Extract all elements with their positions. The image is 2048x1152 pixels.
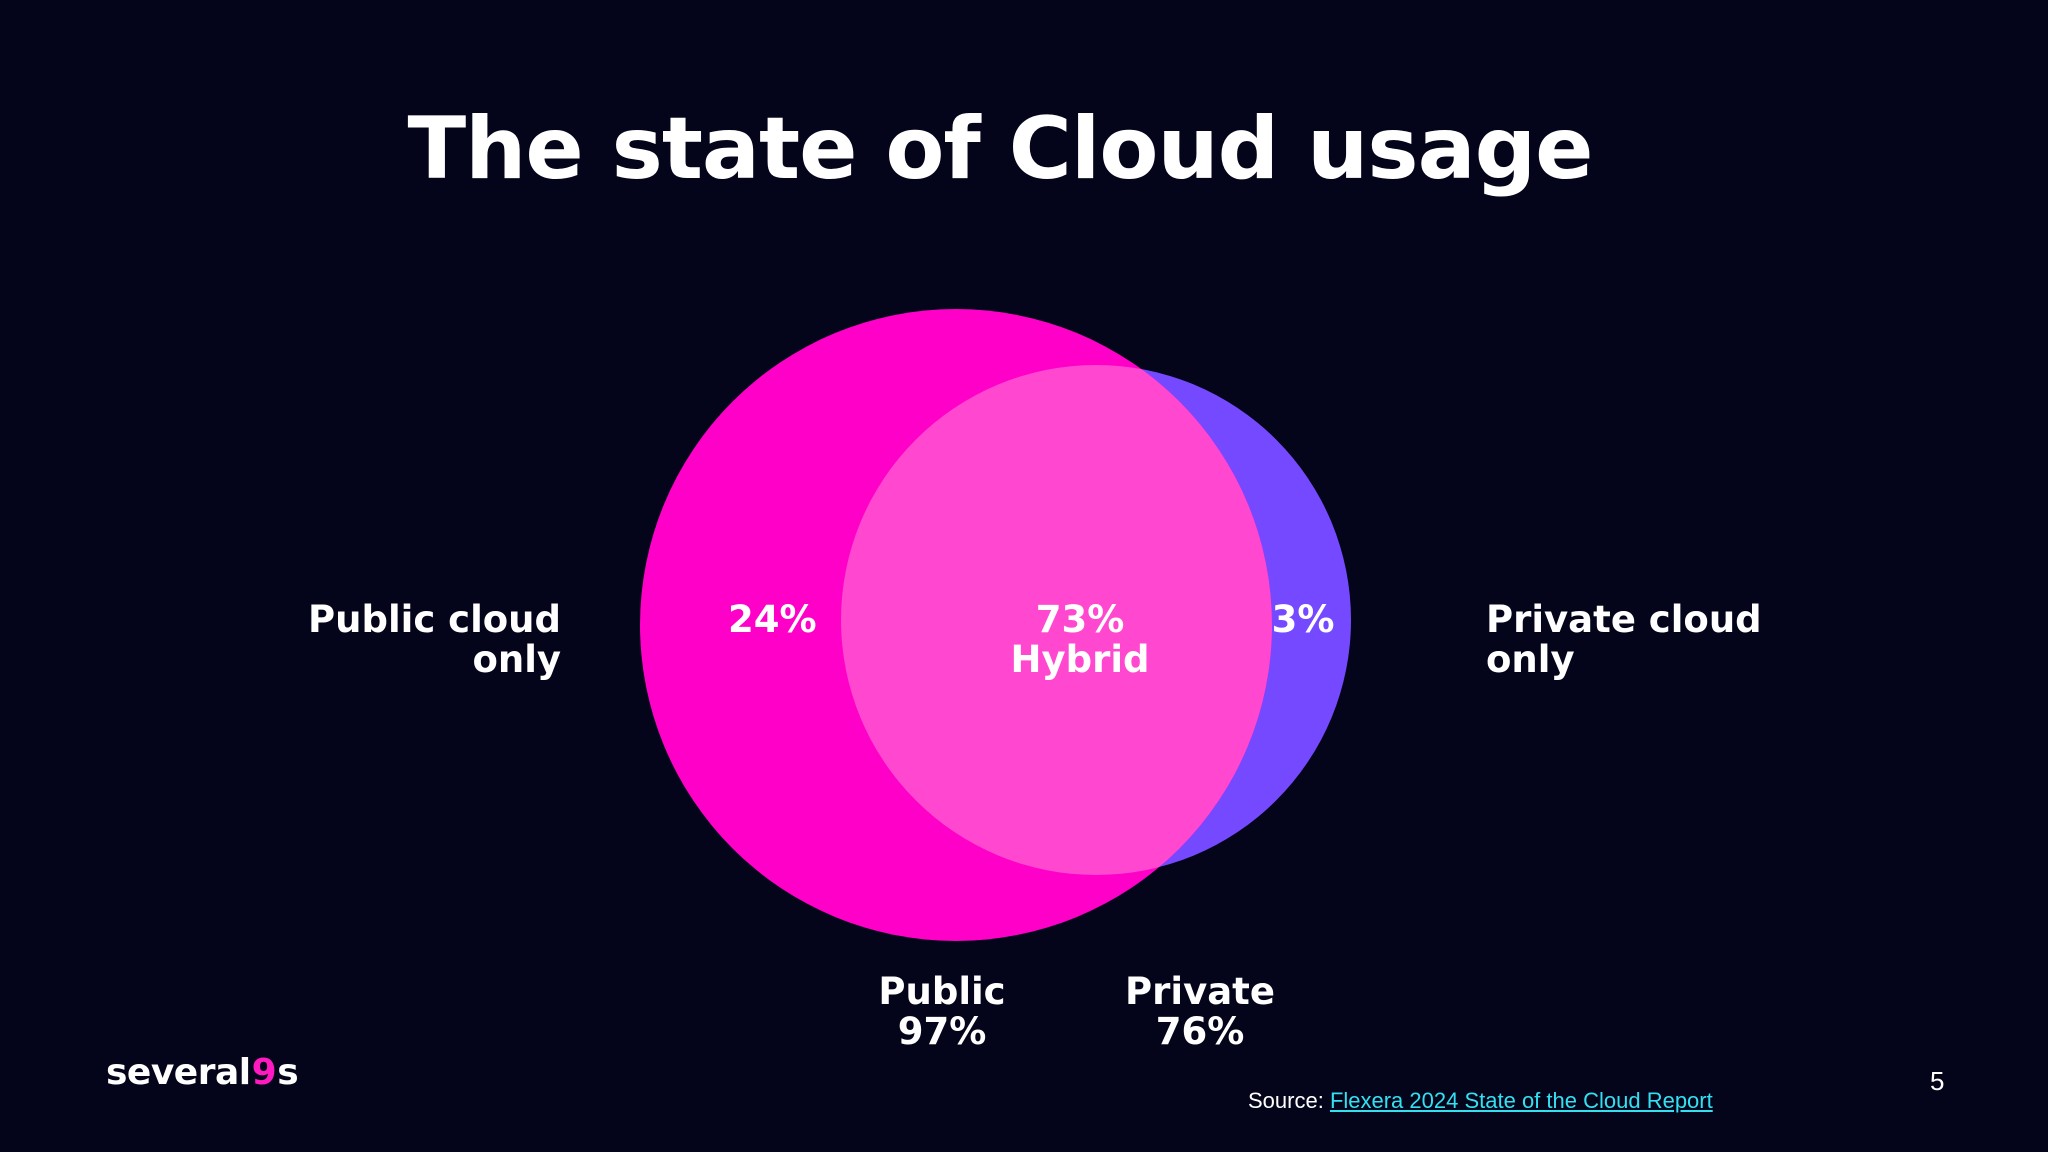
public-cloud-only-line-1: Public cloud	[308, 598, 561, 641]
public-total-label: Public 97%	[862, 972, 1022, 1052]
page-number: 5	[1930, 1066, 1945, 1096]
source-link[interactable]: Flexera 2024 State of the Cloud Report	[1329, 1088, 1713, 1113]
private-total-percent: 76%	[1155, 1010, 1245, 1053]
source-citation: Source: Flexera 2024 State of the Cloud …	[1248, 1088, 1713, 1114]
public-cloud-only-line-2: only	[472, 638, 561, 681]
public-total-title: Public	[878, 970, 1006, 1013]
logo-text-several: several	[106, 1052, 251, 1093]
public-cloud-only-label: Public cloud only	[308, 600, 561, 680]
private-cloud-only-line-2: only	[1486, 638, 1575, 681]
hybrid-label-group: 73% Hybrid	[980, 600, 1180, 680]
public-total-percent: 97%	[897, 1010, 987, 1053]
hybrid-percent: 73%	[1035, 598, 1125, 641]
slide-title: The state of Cloud usage	[407, 99, 1593, 199]
private-total-title: Private	[1125, 970, 1275, 1013]
private-only-percent: 3%	[1271, 598, 1335, 641]
logo-text-s: s	[277, 1052, 299, 1093]
private-only-percent-label: 3%	[1270, 600, 1336, 640]
private-cloud-only-line-1: Private cloud	[1486, 598, 1762, 641]
hybrid-overlap-region	[841, 365, 1272, 875]
private-total-label: Private 76%	[1120, 972, 1280, 1052]
several9s-logo: several 9 s	[106, 1052, 299, 1093]
public-only-percent-label: 24%	[728, 598, 817, 641]
private-cloud-only-label: Private cloud only	[1486, 600, 1762, 680]
logo-nine-pin-icon: 9	[251, 1052, 277, 1093]
public-only-percent: 24%	[728, 598, 817, 641]
hybrid-label: Hybrid	[1010, 638, 1150, 681]
source-prefix: Source:	[1248, 1088, 1330, 1113]
